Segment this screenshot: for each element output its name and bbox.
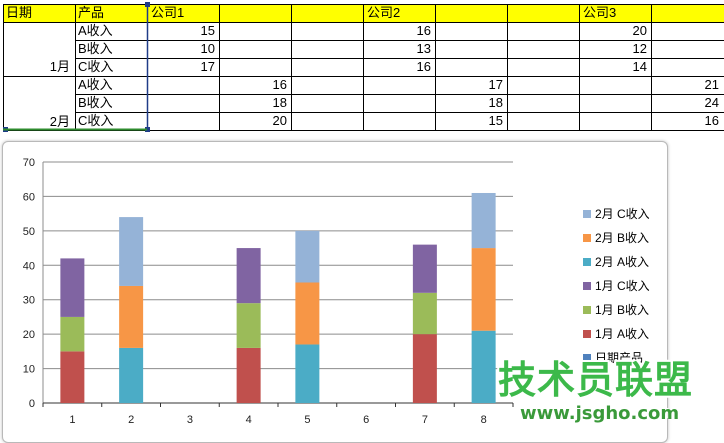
legend-label: 2月 B收入 xyxy=(595,231,650,245)
company3-value[interactable]: 14 xyxy=(632,59,647,74)
bar-segment xyxy=(295,230,320,283)
company1-value[interactable]: 10 xyxy=(200,41,215,56)
y-tick-label: 60 xyxy=(23,191,35,203)
company3-value[interactable]: 20 xyxy=(632,23,647,38)
header-company1[interactable]: 公司1 xyxy=(151,5,185,20)
company2-value[interactable]: 15 xyxy=(488,113,503,128)
bar-segment xyxy=(119,285,144,348)
product-cell[interactable]: A收入 xyxy=(78,23,113,38)
bar-segment xyxy=(412,244,437,293)
product-cell[interactable]: C收入 xyxy=(78,59,114,74)
company2-value[interactable]: 17 xyxy=(488,77,503,92)
company1-value[interactable]: 17 xyxy=(200,59,215,74)
product-cell[interactable]: B收入 xyxy=(78,41,113,56)
bar-segment xyxy=(60,316,85,352)
y-tick-label: 20 xyxy=(23,329,35,341)
legend-item[interactable]: 2月 C收入 xyxy=(583,207,650,221)
legend-swatch xyxy=(583,330,591,338)
legend-swatch xyxy=(583,258,591,266)
x-tick-label: 6 xyxy=(363,414,369,426)
stacked-bar-chart: 0 10 20 30 40 50 60 70 1 2 3 4 5 6 7 8 xyxy=(23,157,514,426)
header-company2[interactable]: 公司2 xyxy=(367,5,401,20)
y-tick-label: 40 xyxy=(23,260,35,272)
header-date[interactable]: 日期 xyxy=(6,5,33,20)
legend-swatch xyxy=(583,354,591,362)
legend-item[interactable]: 1月 C收入 xyxy=(583,279,650,293)
legend-label: 2月 A收入 xyxy=(595,255,650,269)
legend-label: 1月 C收入 xyxy=(595,279,650,293)
legend-item[interactable]: 1月 B收入 xyxy=(583,303,649,317)
company3-value[interactable]: 16 xyxy=(704,113,719,128)
x-tick-label: 3 xyxy=(187,414,193,426)
company1-value[interactable]: 15 xyxy=(200,23,215,38)
y-tick-label: 30 xyxy=(23,295,35,307)
legend-item[interactable]: 2月 A收入 xyxy=(583,255,649,269)
watermark-logo: 技术员联盟 www.jsgho.com xyxy=(492,358,724,428)
bar-segment xyxy=(295,282,320,345)
x-tick-label: 4 xyxy=(246,414,252,426)
bar-segment xyxy=(412,292,437,335)
company3-value[interactable]: 12 xyxy=(632,41,647,56)
company1-value[interactable]: 18 xyxy=(272,95,287,110)
company2-value[interactable]: 16 xyxy=(416,23,431,38)
watermark-text: 技术员联盟 xyxy=(498,358,694,402)
header-product[interactable]: 产品 xyxy=(78,5,105,20)
bar-segment xyxy=(236,248,261,304)
bar-segment xyxy=(412,334,437,403)
company2-value[interactable]: 18 xyxy=(488,95,503,110)
selection-handle xyxy=(145,127,150,132)
y-tick-label: 70 xyxy=(23,157,35,169)
selection-handle xyxy=(145,2,150,7)
month-cell-feb[interactable]: 2月 xyxy=(49,114,70,129)
product-cell[interactable]: A收入 xyxy=(78,77,113,92)
bar-segment xyxy=(119,347,144,403)
company3-value[interactable]: 24 xyxy=(704,95,719,110)
chart-area[interactable]: 0 10 20 30 40 50 60 70 1 2 3 4 5 6 7 8 2月 C收入 2月 B收入 2月 A… xyxy=(2,141,668,443)
bar-segment xyxy=(295,344,320,403)
legend-label: 1月 A收入 xyxy=(595,327,650,341)
spreadsheet-grid[interactable]: 日期 产品 公司1 公司2 公司3 1月 2月 A收入 B收入 C收入 A收入 … xyxy=(0,0,724,140)
legend-swatch xyxy=(583,282,591,290)
company1-value[interactable]: 16 xyxy=(272,77,287,92)
x-tick-label: 2 xyxy=(128,414,134,426)
x-tick-label: 8 xyxy=(481,414,487,426)
legend-swatch xyxy=(583,234,591,242)
bar-segment xyxy=(236,347,261,403)
legend-item[interactable]: 2月 B收入 xyxy=(583,231,649,245)
x-tick-label: 5 xyxy=(304,414,310,426)
header-company3[interactable]: 公司3 xyxy=(583,5,617,20)
x-tick-label: 1 xyxy=(69,414,75,426)
y-tick-label: 10 xyxy=(23,364,35,376)
company2-value[interactable]: 13 xyxy=(416,41,431,56)
legend-swatch xyxy=(583,306,591,314)
grid-lines xyxy=(3,2,724,132)
bar-segment xyxy=(236,303,261,348)
bar-segment xyxy=(471,192,496,249)
bar-segment xyxy=(471,248,496,331)
company2-value[interactable]: 16 xyxy=(416,59,431,74)
product-cell[interactable]: B收入 xyxy=(78,95,113,110)
company1-value[interactable]: 20 xyxy=(272,113,287,128)
company3-value[interactable]: 21 xyxy=(704,77,719,92)
legend-label: 1月 B收入 xyxy=(595,303,650,317)
legend-item[interactable]: 日期产品 xyxy=(583,351,643,365)
legend-label: 日期产品 xyxy=(595,351,644,365)
bar-segment xyxy=(60,258,85,317)
bar-segment xyxy=(60,351,85,403)
y-tick-label: 0 xyxy=(29,398,35,410)
bar-segment xyxy=(471,330,496,403)
legend-swatch xyxy=(583,210,591,218)
bar-segment xyxy=(119,217,144,286)
watermark-url: www.jsgho.com xyxy=(520,403,680,424)
legend-item[interactable]: 1月 A收入 xyxy=(583,327,649,341)
y-tick-label: 50 xyxy=(23,226,35,238)
x-tick-label: 7 xyxy=(422,414,428,426)
legend-label: 2月 C收入 xyxy=(595,207,650,221)
product-cell[interactable]: C收入 xyxy=(78,113,114,128)
month-cell-jan[interactable]: 1月 xyxy=(49,59,70,74)
